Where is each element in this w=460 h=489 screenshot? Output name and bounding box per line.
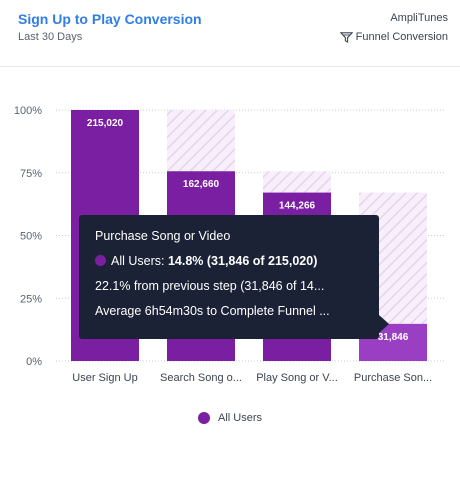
tooltip: Purchase Song or Video All Users: 14.8% … (79, 215, 389, 339)
tooltip-series-row: All Users: 14.8% (31,846 of 215,020) (95, 249, 363, 274)
funnel-icon (339, 31, 353, 43)
x-tick-label[interactable]: Purchase Son... (354, 372, 432, 384)
bar-value-label: 215,020 (87, 118, 124, 129)
y-tick-label: 100% (14, 105, 42, 117)
tooltip-title: Purchase Song or Video (95, 229, 231, 243)
legend[interactable]: All Users (0, 412, 460, 424)
chart-type-label: Funnel Conversion (339, 31, 448, 43)
date-range: Last 30 Days (18, 31, 83, 43)
y-tick-label: 75% (20, 168, 42, 180)
x-tick-label[interactable]: User Sign Up (72, 372, 137, 384)
project-name: AmpliTunes (390, 12, 448, 24)
tooltip-swatch (95, 255, 106, 266)
dropoff-bar[interactable] (263, 171, 331, 193)
bar-value-label: 162,660 (183, 179, 220, 190)
tooltip-avg-time: Average 6h54m30s to Complete Funnel ... (95, 304, 330, 318)
chart-type-text: Funnel Conversion (355, 31, 448, 43)
chart-header: Sign Up to Play Conversion Last 30 Days … (0, 0, 460, 67)
bar-value-label: 31,846 (378, 332, 409, 343)
y-tick-label: 25% (20, 293, 42, 305)
y-tick-label: 50% (20, 231, 42, 243)
chart-title[interactable]: Sign Up to Play Conversion (18, 11, 202, 27)
bar-value-label: 144,266 (279, 201, 316, 212)
y-axis-ticks: 0% 25% 50% 75% 100% (14, 105, 42, 368)
dropoff-bar[interactable] (167, 110, 235, 172)
legend-label: All Users (217, 412, 262, 424)
x-axis-labels: User Sign Up Search Song o... Play Song or… (72, 372, 432, 384)
tooltip-series-value: 14.8% (31,846 of 215,020) (167, 254, 318, 268)
legend-swatch (197, 412, 210, 424)
y-tick-label: 0% (26, 356, 42, 368)
x-tick-label[interactable]: Play Song or V... (256, 372, 338, 384)
tooltip-step-conversion: 22.1% from previous step (31,846 of 14..… (95, 279, 325, 293)
tooltip-series-label: All Users: (111, 254, 165, 268)
x-tick-label[interactable]: Search Song o... (160, 372, 242, 384)
